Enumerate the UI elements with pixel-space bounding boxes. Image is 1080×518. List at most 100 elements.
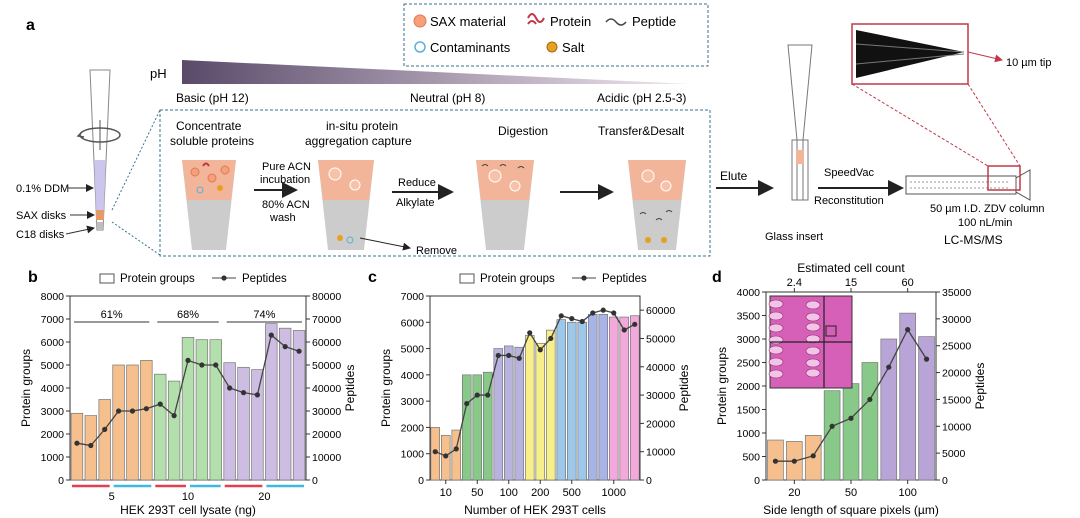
y2-tick-label: 10000 (646, 447, 675, 459)
step-elute: Elute (720, 169, 748, 183)
y2-axis-label: Peptides (343, 365, 357, 412)
y2-tick-label: 30000 (942, 314, 971, 326)
top-axis-label: Estimated cell count (797, 261, 905, 275)
y2-tick-label: 20000 (942, 368, 971, 380)
panel-a-label: a (26, 17, 35, 34)
legend-sax: SAX material (430, 14, 506, 29)
chart-c: c 0 1000 2000 3000 4000 5000 6000 7000 0 10000 2000… (368, 269, 691, 517)
peptide-point-3 (115, 408, 122, 414)
y-tick-label: 5000 (41, 360, 65, 372)
x-tick-label: 20 (258, 491, 270, 503)
y-tick-label: 2000 (737, 381, 761, 393)
peptide-point-0 (432, 449, 438, 455)
peptide-point-8 (923, 356, 930, 362)
bar-9 (524, 335, 535, 481)
step-remove: Remove (416, 245, 457, 257)
bar-12 (556, 319, 567, 481)
tip-sax: SAX disks (16, 210, 67, 222)
legend-peptides: Peptides (242, 273, 287, 285)
peptide-point-1 (443, 453, 449, 459)
legend-peptides: Peptides (602, 273, 647, 285)
panel-label: c (368, 269, 377, 286)
tip-zoom (851, 23, 1021, 167)
process-box (159, 109, 711, 257)
peptide-point-11 (227, 385, 233, 391)
peptide-point-6 (886, 364, 892, 370)
percent-label: 74% (253, 309, 275, 321)
bar-3 (823, 390, 841, 481)
peptide-point-2 (810, 453, 816, 459)
peptide-point-5 (867, 396, 873, 403)
y2-tick-label: 10000 (312, 452, 341, 464)
tissue-cell (768, 323, 784, 333)
peptide-point-12 (240, 390, 247, 396)
step-pure-acn-2: incubation (260, 174, 310, 186)
tissue-cell (805, 322, 821, 332)
tissue-cell (768, 335, 784, 345)
legend-line-dot (581, 275, 587, 281)
y2-tick-label: 50000 (646, 333, 675, 345)
peptide-point-6 (157, 401, 163, 407)
bar-5 (482, 371, 493, 481)
y-tick-label: 6000 (41, 337, 65, 349)
step-glass-insert: Glass insert (765, 231, 823, 243)
peptide-point-5 (143, 406, 149, 412)
x-tick-label: 10 (440, 487, 452, 499)
sax-material-icon (413, 14, 427, 28)
bar-8 (514, 346, 525, 481)
peptide-point-9 (199, 362, 205, 368)
bar-16 (292, 330, 306, 481)
step-pure-acn-1: Pure ACN (262, 161, 311, 173)
bar-7 (503, 345, 514, 481)
bar-19 (629, 315, 640, 481)
legend-bar-swatch (459, 273, 475, 284)
y-axis-label: Protein groups (379, 349, 393, 427)
legend-box: SAX material Protein Peptide Contaminant… (403, 3, 709, 67)
y-tick-label: 5000 (401, 344, 425, 356)
bar-2 (451, 429, 462, 481)
y2-tick-label: 0 (942, 475, 948, 487)
y-tick-label: 8000 (41, 291, 65, 303)
y2-tick-label: 50000 (312, 360, 341, 372)
ph-basic: Basic (pH 12) (176, 91, 249, 105)
panel-a: a SAX material Protein Peptide Contamina… (16, 3, 1051, 257)
step-acn80-2: wash (269, 212, 296, 224)
y-tick-label: 500 (742, 452, 760, 464)
bar-6 (154, 373, 167, 481)
bar-5 (861, 362, 879, 481)
y2-tick-label: 25000 (942, 341, 971, 353)
tip-c18: C18 disks (16, 229, 65, 241)
step-concentrate-1: Concentrate (176, 119, 242, 133)
bar-10 (209, 339, 222, 481)
y-tick-label: 0 (58, 475, 64, 487)
plot-frame (429, 295, 641, 481)
x-tick-label: 50 (471, 487, 483, 499)
y-tick-label: 6000 (401, 317, 425, 329)
percent-label: 68% (177, 309, 199, 321)
legend-line-dot (221, 275, 227, 281)
legend-protein-groups: Protein groups (120, 273, 195, 285)
bar-11 (545, 329, 556, 481)
bar-16 (598, 314, 609, 481)
bar-11 (223, 362, 236, 481)
bar-2 (98, 399, 111, 481)
peptide-point-0 (772, 458, 779, 464)
tissue-cell (768, 299, 784, 309)
peptide-point-6 (495, 352, 501, 359)
percent-label: 61% (101, 309, 123, 321)
ph-gradient (182, 60, 690, 84)
bar-3 (112, 364, 125, 481)
peptide-point-0 (74, 440, 80, 446)
y2-tick-label: 30000 (646, 390, 675, 402)
glass-insert (787, 44, 813, 201)
peptide-point-15 (590, 310, 596, 316)
peptide-point-14 (579, 318, 585, 325)
legend-contaminants: Contaminants (430, 40, 511, 55)
ph-acidic: Acidic (pH 2.5-3) (597, 91, 686, 105)
peptide-point-12 (558, 313, 564, 319)
y-tick-label: 3000 (737, 334, 761, 346)
peptide-point-7 (506, 352, 512, 359)
peptide-point-9 (527, 330, 533, 336)
tissue-cell (768, 357, 784, 367)
